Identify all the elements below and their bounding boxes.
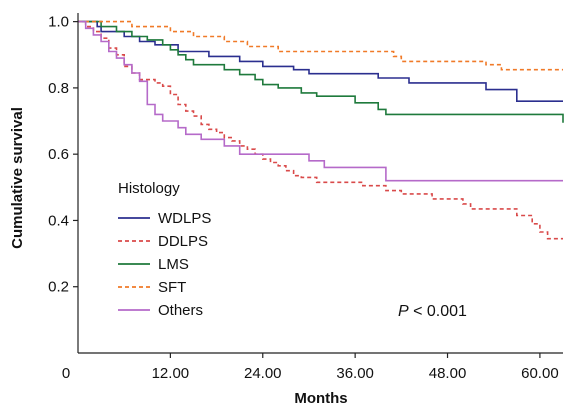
x-tick-label: 48.00 xyxy=(429,365,467,382)
x-axis-title: Months xyxy=(294,390,347,407)
legend: Histology WDLPS DDLPS LMS SFT Others xyxy=(118,180,211,319)
legend-title: Histology xyxy=(118,180,180,197)
x-tick-label: 0 xyxy=(62,365,70,382)
legend-label-wdlps: WDLPS xyxy=(158,210,211,227)
p-value-annotation: P < 0.001 xyxy=(398,303,467,320)
y-tick-label: 0.2 xyxy=(48,279,69,296)
p-value-symbol: P xyxy=(398,303,409,320)
legend-label-ddlps: DDLPS xyxy=(158,233,208,250)
series-line-sft xyxy=(78,22,563,70)
axes: 0 12.00 24.00 36.00 48.00 60.00 0.2 0.4 0.6 0.8 1.… xyxy=(48,13,563,382)
plot-area xyxy=(78,22,563,239)
x-tick-label: 12.00 xyxy=(152,365,190,382)
legend-label-lms: LMS xyxy=(158,256,189,273)
y-axis-title: Cumulative survival xyxy=(9,107,26,249)
x-tick-label: 24.00 xyxy=(244,365,282,382)
y-tick-label: 0.4 xyxy=(48,212,69,229)
x-tick-label: 36.00 xyxy=(336,365,374,382)
y-tick-label: 1.0 xyxy=(48,14,69,31)
y-tick-label: 0.8 xyxy=(48,80,69,97)
series-line-others xyxy=(78,22,563,181)
legend-label-sft: SFT xyxy=(158,279,186,296)
legend-label-others: Others xyxy=(158,302,203,319)
p-value-text: < 0.001 xyxy=(409,303,467,320)
series-line-lms xyxy=(78,22,563,123)
series-line-ddlps xyxy=(78,22,563,239)
series-line-wdlps xyxy=(78,22,563,102)
y-tick-label: 0.6 xyxy=(48,146,69,163)
x-tick-label: 60.00 xyxy=(521,365,559,382)
